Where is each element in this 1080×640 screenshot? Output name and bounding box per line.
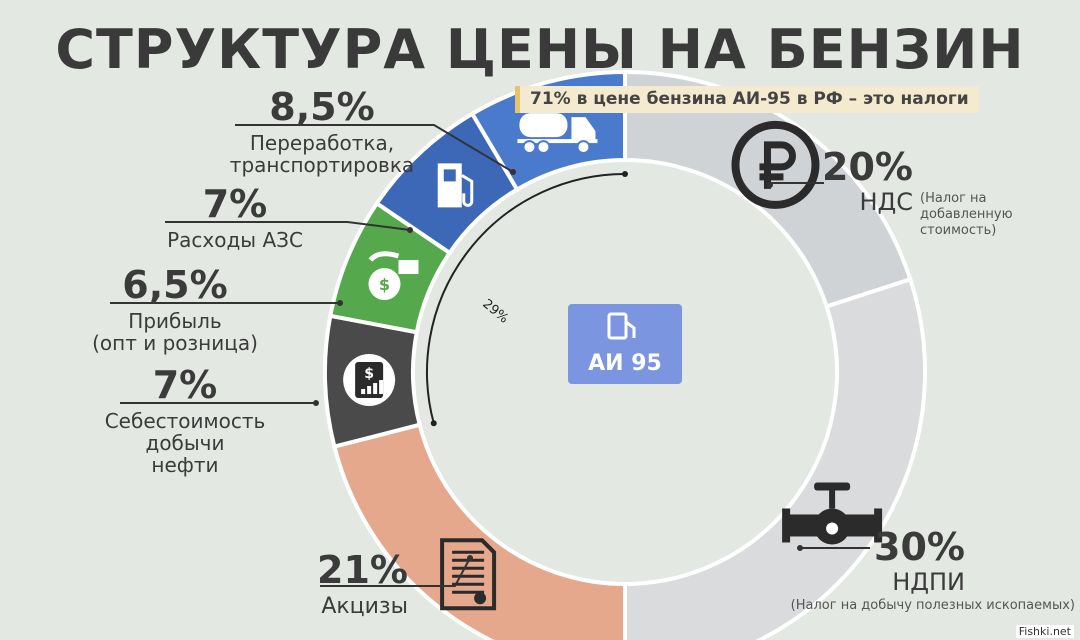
pump-hose	[460, 174, 474, 207]
percent-label: 7%	[203, 182, 268, 226]
badge-background	[568, 304, 682, 384]
ruble-icon	[731, 120, 820, 209]
chassis	[517, 139, 598, 144]
label-azs: 7%Расходы АЗС	[165, 182, 413, 252]
calculator-dollar-icon: $	[343, 354, 396, 407]
leader-dot	[467, 555, 473, 561]
category-note: стоимость)	[920, 223, 996, 238]
label-processing: 8,5%Переработка,транспортировка	[230, 85, 516, 177]
category-note: (Налог на добычу полезных ископаемых)	[791, 598, 1075, 613]
badge-label: АИ 95	[588, 351, 662, 376]
hand-cuff	[398, 260, 419, 275]
document-sheet	[440, 538, 497, 611]
fuel-pump-hose	[625, 320, 636, 338]
category-label: НДПИ	[892, 568, 965, 596]
tanker-truck-icon	[517, 113, 598, 155]
leader-dot	[767, 182, 773, 188]
valve-handle	[814, 482, 851, 491]
donut-inner: 29%АИ 95	[417, 164, 833, 580]
pipe-flange	[782, 508, 791, 543]
money-bag	[368, 268, 401, 301]
leader-dot	[337, 300, 343, 306]
slice-ndpi	[623, 276, 927, 640]
watermark-credit: Fishki.net	[1015, 625, 1074, 638]
ruble-glyph	[759, 141, 796, 189]
ruble-ring	[731, 120, 820, 209]
document-icon	[440, 538, 497, 611]
percent-label: 8,5%	[269, 85, 374, 129]
percent-label: 6,5%	[122, 263, 227, 307]
percent-label: 7%	[153, 363, 218, 407]
category-label: Расходы АЗС	[167, 228, 303, 252]
money-bag-icon: $	[368, 251, 419, 301]
bar-glyph	[367, 386, 372, 395]
category-label: нефти	[151, 453, 218, 477]
category-label: транспортировка	[230, 153, 414, 177]
percent-label: 21%	[317, 548, 408, 592]
leader-dot	[510, 169, 516, 175]
slice-icons: $$	[343, 113, 883, 611]
truck-wheel	[536, 140, 551, 155]
pump-window	[443, 169, 456, 182]
percent-label: 30%	[874, 525, 965, 569]
leader-dot	[313, 400, 319, 406]
valve-drop	[826, 522, 839, 535]
category-label: НДС	[859, 188, 913, 216]
chart-title: СТРУКТУРА ЦЕНЫ НА БЕНЗИН	[55, 18, 1025, 81]
fuel-pump-icon	[437, 163, 474, 208]
bar-glyph	[379, 380, 384, 395]
leader-line	[320, 557, 471, 587]
center-fuel-badge: АИ 95	[568, 304, 682, 384]
bar-glyph	[373, 383, 378, 395]
bracket-end-dot	[622, 171, 628, 177]
leader-dot	[407, 227, 413, 233]
truck-wheel	[522, 140, 537, 155]
tank	[519, 113, 568, 138]
category-label: (опт и розница)	[92, 331, 258, 355]
category-label: Прибыль	[128, 309, 221, 333]
cab	[571, 117, 596, 140]
leader-line	[165, 221, 411, 231]
label-excise: 21%Акцизы	[317, 548, 473, 619]
category-note: добавленную	[920, 207, 1013, 222]
category-note: (Налог на	[920, 191, 987, 206]
category-label: Себестоимость	[105, 409, 266, 433]
label-profit: 6,5%Прибыль(опт и розница)	[92, 263, 343, 355]
truck-wheel	[576, 140, 591, 155]
bracket-end-dot	[430, 420, 437, 427]
dollar-glyph: $	[364, 366, 374, 382]
percent-label: 20%	[822, 145, 913, 189]
fuel-pump-icon	[607, 312, 628, 340]
leader-line	[235, 124, 514, 173]
non-tax-bracket	[426, 173, 626, 424]
valve-pipe-icon	[782, 482, 883, 545]
category-label: добычи	[145, 431, 224, 455]
category-label: Переработка,	[250, 131, 394, 155]
chart-subtitle: 71% в цене бензина АИ-95 в РФ – это нало…	[515, 86, 979, 113]
label-ndpi: 30%НДПИ (Налог на добычу полезных ископае…	[791, 525, 1075, 613]
document-seal	[474, 592, 487, 605]
category-label: Акцизы	[321, 594, 408, 619]
pipe-flange	[874, 508, 883, 543]
valve-stem	[829, 488, 836, 509]
bag-dollar-glyph: $	[379, 275, 390, 294]
leader-dot	[797, 545, 803, 551]
bar-glyph	[361, 389, 366, 395]
hand-shape	[368, 251, 400, 262]
